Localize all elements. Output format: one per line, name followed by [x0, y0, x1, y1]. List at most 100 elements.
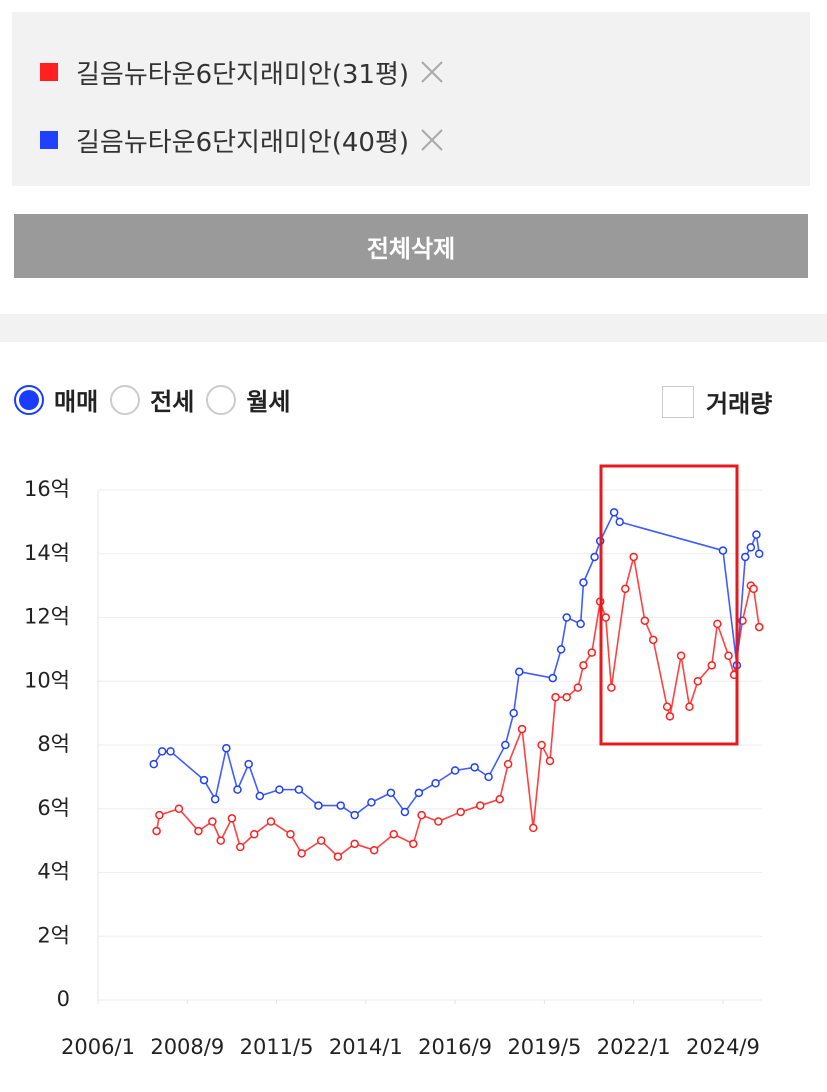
- data-point: [685, 702, 694, 711]
- data-point: [316, 836, 326, 845]
- data-point: [724, 651, 733, 660]
- data-point: [621, 584, 630, 594]
- data-point: [210, 794, 220, 804]
- data-point: [754, 622, 764, 632]
- data-point: [562, 613, 571, 622]
- radio-label[interactable]: 매매: [54, 388, 99, 416]
- data-point: [456, 807, 465, 817]
- data-point: [587, 648, 597, 657]
- delete-all-button[interactable]: 전체삭제: [14, 214, 808, 278]
- data-point: [754, 549, 764, 558]
- volume-toggle: 거래량: [662, 384, 772, 419]
- data-point: [314, 801, 323, 810]
- data-point: [434, 817, 443, 826]
- legend-swatch: [40, 63, 58, 81]
- y-tick-label: 8억: [37, 732, 70, 756]
- data-point: [155, 810, 164, 820]
- remove-icon[interactable]: [417, 57, 447, 87]
- y-tick-label: 0: [57, 987, 70, 1011]
- data-point: [157, 747, 167, 756]
- highlight-box: [599, 464, 739, 746]
- data-point: [707, 661, 717, 670]
- y-tick-label: 2억: [37, 923, 70, 947]
- y-tick-label: 16억: [24, 477, 70, 501]
- legend-swatch: [40, 131, 58, 149]
- x-tick-label: 2014/1: [329, 1035, 403, 1059]
- data-point: [562, 692, 571, 702]
- data-point: [537, 740, 546, 750]
- x-tick-label: 2006/1: [61, 1035, 135, 1059]
- data-point: [548, 673, 558, 683]
- data-point: [367, 798, 376, 807]
- data-point: [266, 817, 276, 826]
- data-point: [495, 794, 504, 804]
- radio[interactable]: [110, 384, 141, 415]
- data-point: [233, 785, 242, 794]
- compare-list: [12, 12, 810, 186]
- data-point: [551, 692, 560, 702]
- data-point: [333, 852, 343, 861]
- data-point: [665, 712, 675, 721]
- data-point: [693, 677, 703, 686]
- data-point: [297, 849, 306, 858]
- data-point: [579, 578, 588, 587]
- x-tick-label: 2011/5: [240, 1035, 314, 1059]
- y-tick-label: 10억: [24, 668, 70, 692]
- data-point: [414, 788, 424, 798]
- legend-item: 길음뉴타운6단지래미안(31평): [40, 52, 447, 92]
- data-point: [152, 826, 161, 836]
- data-point: [579, 661, 588, 670]
- divider: [0, 314, 827, 342]
- data-point: [556, 645, 566, 654]
- legend-item: 길음뉴타운6단지래미안(40평): [40, 120, 447, 160]
- data-point: [431, 779, 440, 788]
- data-point: [648, 635, 658, 645]
- data-point: [590, 552, 599, 562]
- data-point: [615, 517, 624, 527]
- data-point: [350, 810, 359, 820]
- data-point: [174, 804, 184, 813]
- radio-label[interactable]: 전세: [150, 388, 195, 416]
- data-point: [236, 842, 245, 852]
- data-point: [607, 683, 616, 692]
- data-point: [208, 817, 217, 826]
- data-point: [389, 830, 398, 839]
- y-tick-label: 12억: [24, 605, 70, 629]
- data-point: [149, 759, 159, 769]
- data-point: [515, 667, 524, 676]
- radio[interactable]: [206, 384, 237, 415]
- checkbox[interactable]: [662, 385, 694, 418]
- data-point: [545, 756, 555, 766]
- data-point: [576, 619, 585, 629]
- x-tick-label: 2024/9: [686, 1035, 760, 1059]
- y-tick-label: 6억: [37, 796, 70, 820]
- data-point: [369, 845, 379, 855]
- data-point: [199, 775, 209, 785]
- data-point: [244, 759, 253, 769]
- radio[interactable]: [14, 384, 44, 415]
- data-point: [509, 708, 518, 718]
- checkbox-label[interactable]: 거래량: [706, 390, 773, 418]
- data-point: [501, 740, 510, 750]
- radio-label[interactable]: 월세: [246, 388, 291, 416]
- data-point: [450, 766, 460, 775]
- data-point: [713, 619, 722, 629]
- data-point: [294, 785, 304, 794]
- data-point: [573, 683, 583, 692]
- data-point: [336, 801, 345, 810]
- x-tick-label: 2022/1: [597, 1035, 671, 1059]
- remove-icon[interactable]: [417, 125, 447, 155]
- data-point: [249, 830, 259, 839]
- data-point: [417, 810, 426, 820]
- x-tick-label: 2019/5: [507, 1035, 581, 1059]
- data-point: [601, 613, 611, 622]
- data-point: [400, 807, 410, 817]
- data-point: [409, 839, 418, 849]
- data-point: [166, 747, 175, 756]
- data-point: [662, 702, 672, 711]
- series-line: [153, 510, 761, 817]
- data-point: [350, 839, 359, 849]
- data-point: [484, 772, 493, 782]
- data-point: [676, 651, 686, 660]
